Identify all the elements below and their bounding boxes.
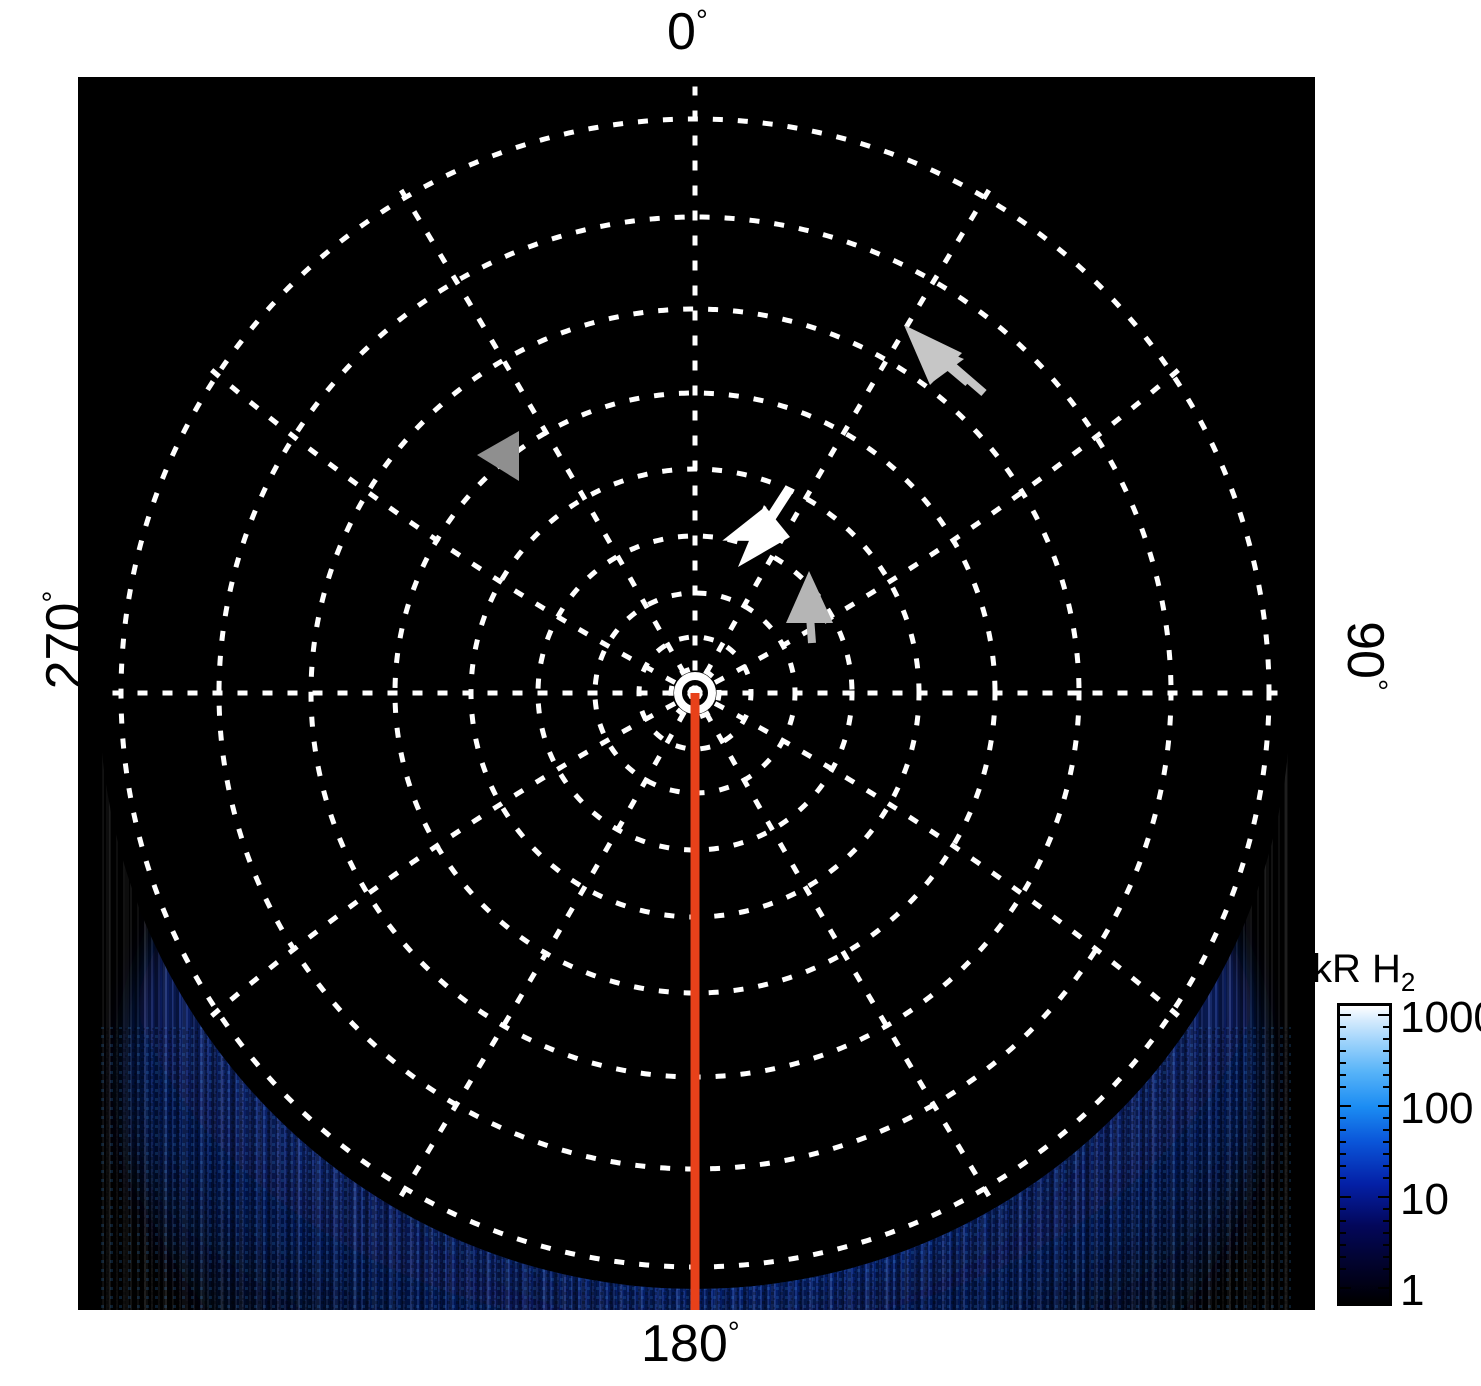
gray-triangle-left-icon (477, 431, 519, 481)
axis-label-right: 90° (1336, 581, 1394, 731)
axis-label-left-value: 270 (36, 602, 94, 690)
colorbar-title: kR H2 (1312, 947, 1415, 998)
axis-label-bottom-value: 180 (641, 1315, 728, 1373)
axis-label-bottom-degree: ° (727, 1316, 740, 1350)
axis-label-right-value: 90 (1336, 621, 1394, 679)
colorbar-tick-label-10: 10 (1400, 1175, 1449, 1224)
colorbar-gradient (1337, 1003, 1392, 1306)
axis-label-left: 270° (36, 555, 94, 725)
polar-projection-canvas (96, 86, 1294, 1310)
axis-label-left-degree: ° (37, 590, 71, 603)
colorbar-tick-label-1: 1 (1400, 1266, 1425, 1315)
colorbar-tick-label-1000: 1000 (1400, 993, 1481, 1042)
axis-label-top: 0° (667, 6, 708, 58)
colorbar-tick-label-100: 100 (1400, 1084, 1474, 1133)
colorbar-ticks (1340, 1006, 1389, 1303)
axis-label-top-degree: ° (695, 4, 708, 38)
white-arrow-icon (722, 485, 795, 567)
polar-image-panel (78, 77, 1315, 1310)
colorbar-title-main: kR H (1312, 947, 1401, 991)
axis-label-right-degree: ° (1359, 678, 1393, 691)
gray-arrow-bottom-icon (786, 571, 833, 644)
axis-label-top-value: 0 (667, 3, 696, 61)
gray-arrow-right-icon-2 (904, 325, 987, 397)
axis-label-bottom: 180° (641, 1318, 740, 1370)
colorbar-title-subscript: 2 (1400, 967, 1416, 997)
